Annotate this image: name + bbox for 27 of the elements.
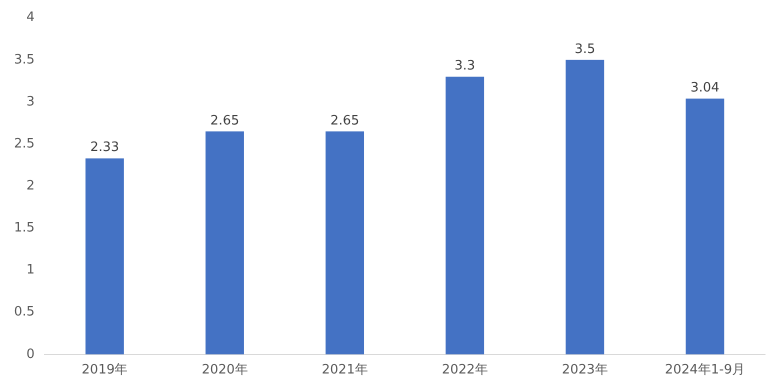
bar — [446, 76, 484, 354]
bar — [566, 60, 604, 354]
x-tick-label: 2022年 — [442, 362, 488, 378]
data-label: 2.65 — [330, 113, 360, 128]
y-tick-label: 2.5 — [14, 136, 35, 152]
data-label: 3.04 — [690, 80, 720, 96]
x-tick-label: 2024年1-9月 — [664, 362, 746, 378]
y-tick-label: 3.5 — [14, 52, 35, 68]
y-tick-label: 3 — [26, 94, 35, 110]
x-tick-label: 2019年 — [82, 362, 128, 378]
y-tick-label: 1 — [26, 262, 35, 278]
y-tick-label: 1.5 — [14, 220, 35, 236]
x-tick-label: 2023年 — [562, 362, 608, 378]
bar — [326, 131, 364, 354]
y-tick-label: 0 — [26, 346, 35, 362]
y-tick-label: 0.5 — [14, 304, 35, 320]
bar — [85, 158, 124, 354]
x-tick-label: 2021年 — [322, 362, 368, 378]
data-label: 3.3 — [454, 58, 476, 74]
data-label: 3.5 — [574, 42, 596, 57]
x-tick-label: 2020年 — [202, 362, 248, 378]
bar — [206, 131, 244, 354]
data-label: 2.33 — [90, 140, 120, 156]
bar — [686, 98, 724, 354]
y-tick-label: 2 — [26, 178, 35, 194]
data-label: 2.65 — [210, 113, 240, 128]
y-tick-label: 4 — [26, 10, 35, 26]
